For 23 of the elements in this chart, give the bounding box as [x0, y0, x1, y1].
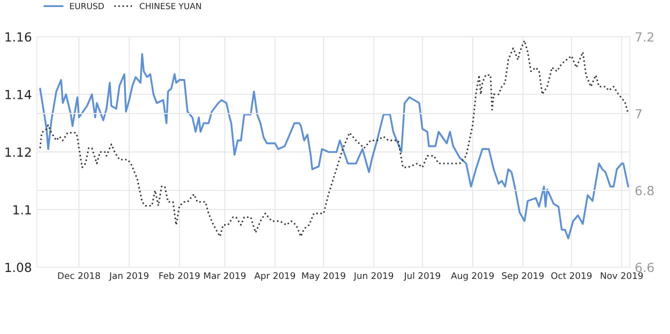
x-tick-label: Oct 2019: [551, 272, 592, 280]
y2-tick-label: 6.6: [636, 262, 654, 272]
legend-label: CHINESE YUAN: [140, 2, 201, 10]
y-tick-label: 1.12: [6, 147, 31, 157]
x-tick-label: Aug 2019: [450, 272, 494, 281]
y-tick-label: 1.16: [6, 32, 32, 42]
x-tick-label: May 2019: [302, 272, 346, 281]
x-tick-label: Sep 2019: [502, 272, 544, 281]
y2-tick-label: 6.8: [636, 186, 654, 196]
x-tick-label: Jan 2019: [108, 272, 148, 281]
x-tick-label: Apr 2019: [254, 272, 296, 281]
x-tick-label: Mar 2019: [204, 272, 246, 280]
legend-label: EURUSD: [70, 2, 104, 10]
x-tick-label: Jun 2019: [353, 272, 394, 281]
x-tick-label: Jul 2019: [404, 272, 440, 281]
y2-tick-label: 7.2: [636, 32, 654, 42]
x-tick-label: Nov 2019: [600, 272, 643, 280]
x-tick-label: Dec 2018: [58, 272, 100, 280]
y-tick-label: 1.1: [13, 205, 31, 214]
x-tick-label: Feb 2019: [159, 272, 200, 280]
y-tick-label: 1.08: [6, 262, 32, 272]
y-tick-label: 1.14: [6, 90, 32, 100]
y2-tick-label: 7: [636, 109, 642, 118]
